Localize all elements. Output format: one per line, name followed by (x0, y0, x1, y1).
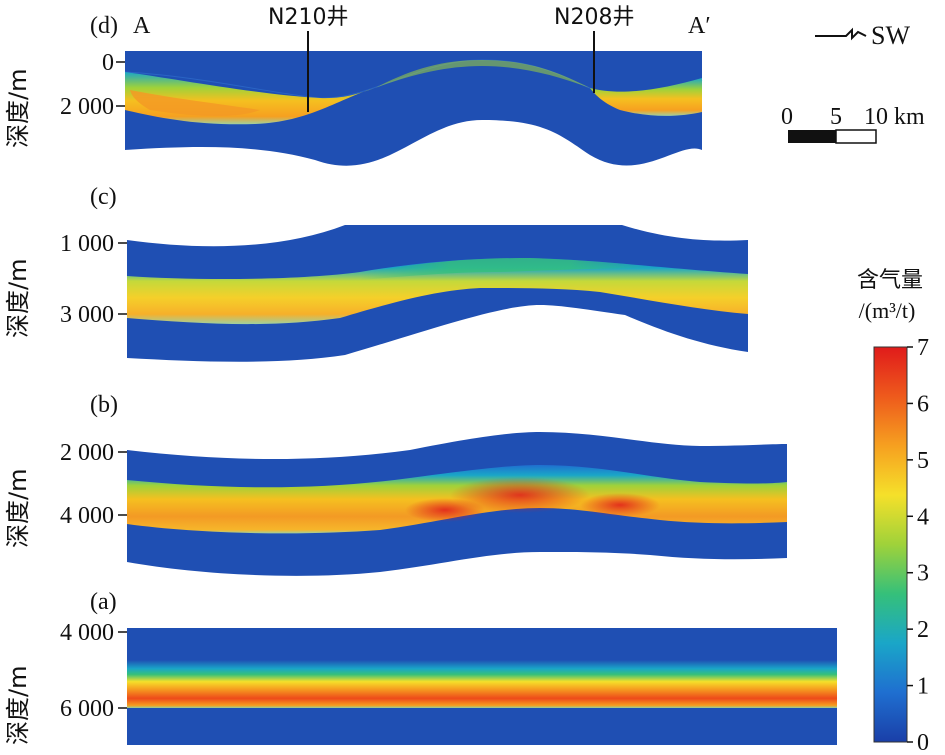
panel-d-ylabel: 深度/m (4, 69, 32, 148)
colorbar-tick-label: 2 (917, 617, 929, 643)
panel-a-tick-0: 4 000 (60, 620, 114, 646)
panel-c-layer-background (127, 225, 748, 362)
panel-d-label: (d) (90, 13, 118, 39)
panel-d: (d) A A′ N210井 N208井 0 2 000 深度/m (4, 5, 711, 166)
scalebar-black-segment (788, 130, 836, 143)
compass: SW (815, 21, 910, 50)
colorbar-title-line1: 含气量 (857, 268, 923, 293)
colorbar-tick-label: 5 (917, 448, 929, 474)
compass-arrow-icon (815, 27, 867, 41)
colorbar-ticks: 0 1 2 3 4 5 6 7 (907, 335, 929, 755)
panel-d-gas-left-hot (130, 90, 260, 116)
panel-c-tick-0: 1 000 (60, 231, 114, 257)
colorbar-tick-label: 7 (917, 335, 929, 361)
panel-b-tick-1: 4 000 (60, 503, 114, 529)
section-start-label: A (133, 13, 151, 39)
panel-d-tick-1: 2 000 (60, 94, 114, 120)
panel-c-ylabel: 深度/m (4, 259, 32, 338)
panel-a: (a) 4 000 6 000 深度/m (4, 589, 837, 745)
panel-a-tick-1: 6 000 (60, 696, 114, 722)
colorbar-tick-label: 1 (917, 674, 929, 700)
colorbar-scale (873, 346, 908, 743)
colorbar-tick-label: 3 (917, 561, 929, 587)
panel-b-hotspot-right (580, 493, 660, 517)
panel-a-label: (a) (90, 589, 117, 615)
panel-b-label: (b) (90, 392, 118, 418)
scalebar: 0 5 10 km (781, 104, 925, 144)
panel-b-hotspot-center (450, 477, 590, 513)
panel-a-gas-band (127, 660, 837, 708)
scalebar-tick-0: 0 (781, 104, 793, 130)
colorbar-tick-label: 0 (917, 730, 929, 755)
panel-d-gas-arch (375, 60, 590, 88)
compass-label: SW (871, 21, 910, 50)
panel-c: (c) 1 000 3 000 深度/m (4, 184, 748, 362)
panel-d-gas-right (590, 78, 702, 116)
panel-d-tick-0: 0 (102, 50, 114, 76)
scalebar-tick-2: 10 km (864, 104, 925, 130)
scalebar-white-segment (835, 129, 877, 144)
scalebar-tick-1: 5 (830, 104, 842, 130)
panel-d-layer-background (125, 51, 702, 166)
panel-c-gas-band (127, 258, 748, 325)
colorbar-tick-label: 4 (917, 504, 929, 530)
colorbar: 含气量 /(m³/t) 0 1 2 3 4 5 6 7 (857, 268, 929, 755)
section-end-label: A′ (688, 13, 711, 39)
panel-c-gas-top-green (360, 258, 660, 280)
panel-b-tick-0: 2 000 (60, 440, 114, 466)
colorbar-tick-label: 6 (917, 391, 929, 417)
panel-b-ylabel: 深度/m (4, 469, 32, 548)
panel-c-label: (c) (90, 184, 117, 210)
well-left-label: N210井 (268, 5, 348, 30)
panel-b: (b) 2 000 4 000 深度/m (4, 392, 787, 576)
colorbar-title-line2: /(m³/t) (859, 298, 916, 323)
panel-c-tick-1: 3 000 (60, 302, 114, 328)
panel-a-ylabel: 深度/m (4, 666, 32, 745)
well-right-label: N208井 (554, 5, 634, 30)
panel-b-hotspot-left (405, 498, 485, 522)
